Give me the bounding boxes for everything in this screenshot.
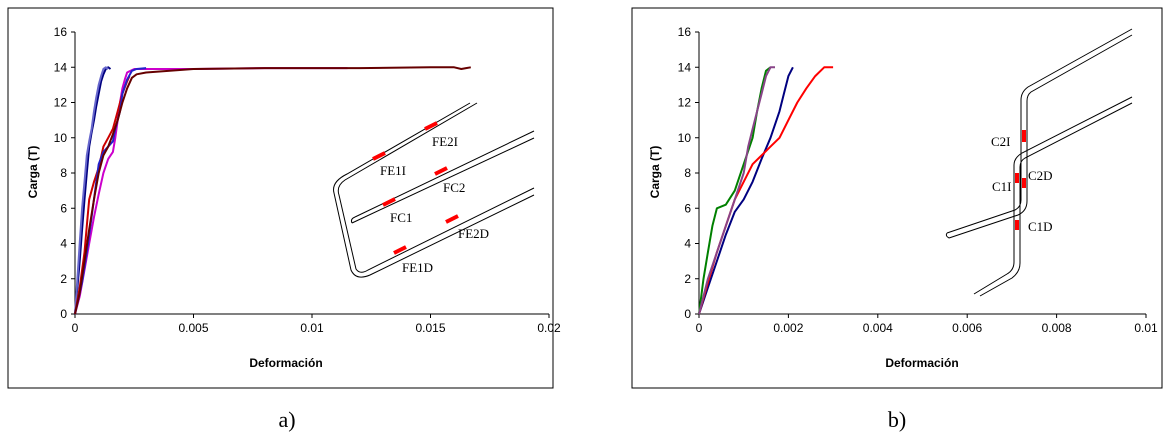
- chart-a-ylabel: Carga (T): [26, 146, 40, 199]
- chart-a-ytick-label: 14: [54, 60, 68, 74]
- schematic-b-column-1-outer: [946, 28, 1133, 234]
- chart-b-series-line-3: [698, 66, 772, 315]
- chart-b-frame: [631, 7, 1163, 389]
- chart-a-xtick-label: 0: [72, 321, 79, 335]
- chart-a-ytick-label: 0: [60, 307, 67, 321]
- schematic-b-column-2-outer: [973, 96, 1133, 295]
- chart-a-xtick-label: 0.02: [537, 321, 561, 335]
- chart-a-series: [74, 66, 471, 315]
- chart-b-ytick-label: 16: [678, 25, 692, 39]
- chart-b-ytick-label: 2: [684, 272, 691, 286]
- chart-b-xlabel: Deformación: [885, 356, 958, 370]
- chart-a-series-line-2: [74, 66, 109, 315]
- gauge-label-fe2d: FE2D: [458, 226, 489, 241]
- chart-b-ytick-label: 6: [684, 201, 691, 215]
- chart-a-ytick-label: 8: [60, 166, 67, 180]
- chart-a-ytick-label: 6: [60, 201, 67, 215]
- gauge-label-fc2: FC2: [443, 180, 465, 195]
- chart-b-gauge-marks: [1015, 130, 1026, 230]
- chart-a-xtick-label: 0.015: [415, 321, 445, 335]
- gauge-mark-fe2i: [424, 121, 438, 131]
- chart-a-gauge-marks: [372, 121, 459, 255]
- gauge-label-fc1: FC1: [390, 210, 412, 225]
- chart-b-xtick-label: 0.008: [1042, 321, 1072, 335]
- gauge-label-c1d: C1D: [1028, 219, 1053, 234]
- chart-a-ytick-label: 10: [54, 131, 68, 145]
- chart-b-axes: 0 2 4 6 8 10 12 14 16 0 0.002 0.004 0.006 0.008 0.01: [678, 25, 1158, 335]
- chart-a-caption: a): [278, 407, 295, 432]
- gauge-mark-fc1: [382, 197, 396, 207]
- chart-a-xtick-label: 0.005: [178, 321, 208, 335]
- chart-b-xtick-label: 0.006: [952, 321, 982, 335]
- chart-a-ytick-label: 4: [60, 237, 67, 251]
- chart-a-axes: 0 2 4 6 8 10 12 14 16 0 0.005 0.01 0.015 0.02: [54, 25, 561, 335]
- chart-a-ytick-label: 12: [54, 96, 68, 110]
- chart-b-xtick-label: 0.002: [773, 321, 803, 335]
- chart-b-series: [698, 66, 834, 315]
- gauge-mark-fe1i: [372, 151, 386, 161]
- schematic-a-middle-cap: [350, 216, 356, 224]
- schematic-a-middle-line-2: [351, 137, 535, 224]
- chart-b-xtick-label: 0.01: [1134, 321, 1158, 335]
- chart-b-series-line-4: [698, 66, 775, 315]
- chart-a: 0 2 4 6 8 10 12 14 16 0 0.005 0.01 0.015 0.02 Deforma…: [7, 7, 561, 432]
- gauge-label-fe1d: FE1D: [402, 260, 433, 275]
- chart-b-ytick-label: 12: [678, 96, 692, 110]
- chart-b-ytick-label: 8: [684, 166, 691, 180]
- chart-b-ylabel: Carga (T): [648, 146, 662, 199]
- chart-b-xtick-label: 0.004: [863, 321, 893, 335]
- chart-a-ytick-label: 16: [54, 25, 68, 39]
- gauge-mark-fe1d: [393, 245, 407, 255]
- chart-a-series-line-6: [74, 66, 471, 315]
- gauge-mark-fe2d: [445, 214, 459, 224]
- gauge-label-fe1i: FE1I: [380, 163, 406, 178]
- chart-b: 0 2 4 6 8 10 12 14 16 0 0.002 0.004 0.006 0.008 0.01 D…: [631, 7, 1163, 432]
- gauge-label-fe2i: FE2I: [432, 134, 458, 149]
- chart-b-series-line-1: [698, 66, 794, 315]
- schematic-a-outer-line: [337, 102, 535, 273]
- chart-b-ytick-label: 0: [684, 307, 691, 321]
- chart-a-ytick-label: 2: [60, 272, 67, 286]
- chart-a-xtick-label: 0.01: [300, 321, 324, 335]
- chart-b-ytick-label: 14: [678, 60, 692, 74]
- chart-b-ytick-label: 4: [684, 237, 691, 251]
- chart-b-xtick-label: 0: [696, 321, 703, 335]
- gauge-label-c2i: C2I: [991, 134, 1011, 149]
- chart-b-caption: b): [888, 407, 906, 432]
- gauge-label-c2d: C2D: [1028, 168, 1053, 183]
- chart-b-ytick-label: 10: [678, 131, 692, 145]
- schematic-b-column-1-cap: [945, 232, 950, 239]
- schematic-b-column-2-inner: [979, 102, 1133, 297]
- gauge-mark-fc2: [434, 166, 448, 176]
- gauge-label-c1i: C1I: [992, 179, 1012, 194]
- chart-a-xlabel: Deformación: [249, 356, 322, 370]
- schematic-a-inner-line: [333, 102, 535, 278]
- chart-b-specimen-schematic: [945, 28, 1133, 297]
